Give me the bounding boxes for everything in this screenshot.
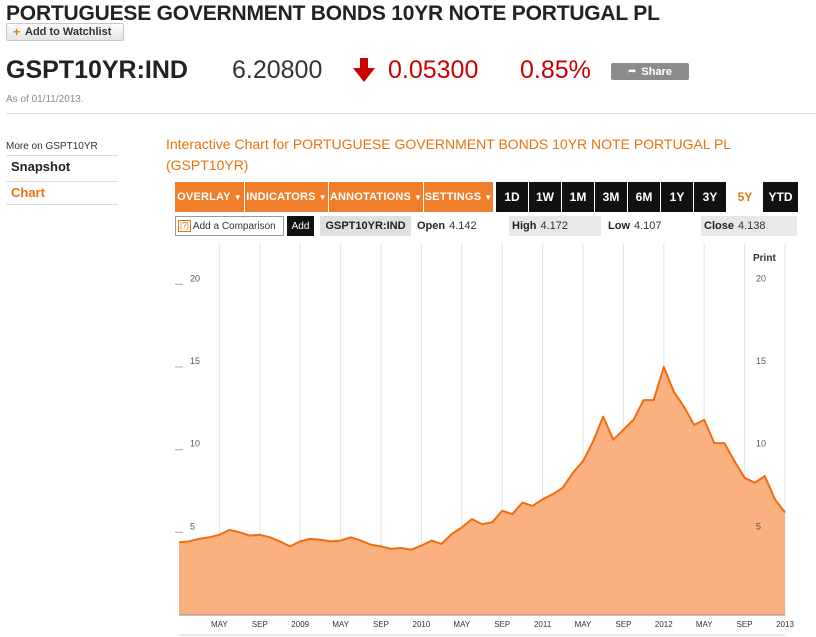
high-value: 4.172 [540,220,568,232]
range-1y[interactable]: 1Y [661,182,693,212]
x-tick-label: MAY [575,620,592,629]
sidebar-item-snapshot[interactable]: Snapshot [6,155,118,179]
help-icon[interactable]: [?] [178,220,191,232]
comparison-row: [?] Add a Comparison Add GSPT10YR:IND Op… [175,215,798,238]
range-6m[interactable]: 6M [628,182,660,212]
indicators-label: INDICATORS [246,191,316,203]
stat-open: Open 4.142 [414,216,506,236]
x-tick-label: 2009 [291,620,309,629]
plus-icon: + [13,25,21,39]
low-value: 4.107 [634,220,662,232]
open-label: Open [417,220,446,232]
settings-menu[interactable]: SETTINGS ▼ [424,182,494,212]
range-3y[interactable]: 3Y [694,182,726,212]
low-label: Low [608,220,630,232]
y-tick-label-left: 15 [190,356,200,366]
stat-low: Low 4.107 [605,216,697,236]
range-ytd[interactable]: YTD [763,182,798,212]
open-value: 4.142 [449,220,477,232]
settings-label: SETTINGS [424,191,482,203]
caret-down-icon: ▼ [484,192,493,202]
y-tick-label-left: 20 [190,273,200,283]
y-tick-label-left: 5 [190,521,195,531]
annotations-label: ANNOTATIONS [329,191,412,203]
caret-down-icon: ▼ [414,192,423,202]
down-arrow-icon [353,58,375,82]
ticker-symbol: GSPT10YR:IND [6,56,188,84]
page-title: PORTUGUESE GOVERNMENT BONDS 10YR NOTE PO… [6,2,660,25]
add-to-watchlist-label: Add to Watchlist [25,26,112,38]
x-tick-label: SEP [494,620,510,629]
x-tick-label: SEP [252,620,268,629]
range-1w[interactable]: 1W [529,182,561,212]
quote-row: GSPT10YR:IND 6.20800 0.05300 0.85% ➦ Sha… [6,54,806,88]
share-arrow-icon: ➦ [628,66,637,77]
y-tick-label-right: 10 [756,439,766,449]
share-label: Share [641,65,672,78]
range-1m[interactable]: 1M [562,182,594,212]
x-tick-label: 2013 [776,620,794,629]
as-of-date: As of 01/11/2013. [6,94,84,105]
range-3m[interactable]: 3M [595,182,627,212]
high-label: High [512,220,537,232]
divider [6,113,816,114]
caret-down-icon: ▼ [318,192,327,202]
x-tick-label: 2010 [413,620,431,629]
range-5y[interactable]: 5Y [729,182,761,212]
annotations-menu[interactable]: ANNOTATIONS ▼ [329,182,424,212]
stat-close: Close 4.138 [701,216,797,236]
add-comparison-button[interactable]: Add [287,216,314,236]
caret-down-icon: ▼ [233,192,242,202]
close-value: 4.138 [737,220,766,232]
range-1d[interactable]: 1D [496,182,528,212]
x-tick-label: SEP [615,620,631,629]
x-tick-label: MAY [211,620,228,629]
y-tick-label-right: 20 [756,273,766,283]
price-change: 0.05300 [388,56,479,84]
series-line [178,366,786,551]
stat-high: High 4.172 [509,216,601,236]
print-link[interactable]: Print [753,253,776,264]
x-tick-label: MAY [332,620,349,629]
sidebar-heading: More on GSPT10YR [6,141,98,152]
close-label: Close [704,220,734,232]
series-area [179,367,785,615]
share-button[interactable]: ➦ Share [611,63,689,80]
y-tick-label-right: 5 [756,521,761,531]
comparison-input[interactable]: [?] Add a Comparison [175,216,284,236]
price-chart[interactable]: 5 5 10 10 15 15 20 20 MAY SEP 2009 MAY SEP 2010 MAY SEP… [175,243,798,637]
last-price: 6.20800 [232,56,323,84]
y-tick-label-right: 15 [756,356,766,366]
overlay-label: OVERLAY [177,191,231,203]
x-tick-label: MAY [696,620,713,629]
x-tick-label: MAY [453,620,470,629]
indicators-menu[interactable]: INDICATORS ▼ [245,182,329,212]
chart-panel-title: Interactive Chart for PORTUGUESE GOVERNM… [166,136,731,173]
comparison-placeholder: Add a Comparison [192,220,276,232]
sidebar-item-chart[interactable]: Chart [6,181,118,205]
chart-toolbar: OVERLAY ▼ INDICATORS ▼ ANNOTATIONS ▼ SETTIN… [175,182,798,212]
overlay-menu[interactable]: OVERLAY ▼ [175,182,245,212]
add-to-watchlist-button[interactable]: + Add to Watchlist [6,23,124,41]
x-tick-label: 2012 [655,620,673,629]
x-tick-label: 2011 [534,620,552,629]
percent-change: 0.85% [520,56,591,84]
y-tick-label-left: 10 [190,439,200,449]
price-chart-svg: 5 5 10 10 15 15 20 20 MAY SEP 2009 MAY SEP 2010 MAY SEP… [175,243,794,636]
x-tick-label: SEP [373,620,389,629]
x-tick-label: SEP [737,620,753,629]
compare-ticker: GSPT10YR:IND [320,216,411,236]
